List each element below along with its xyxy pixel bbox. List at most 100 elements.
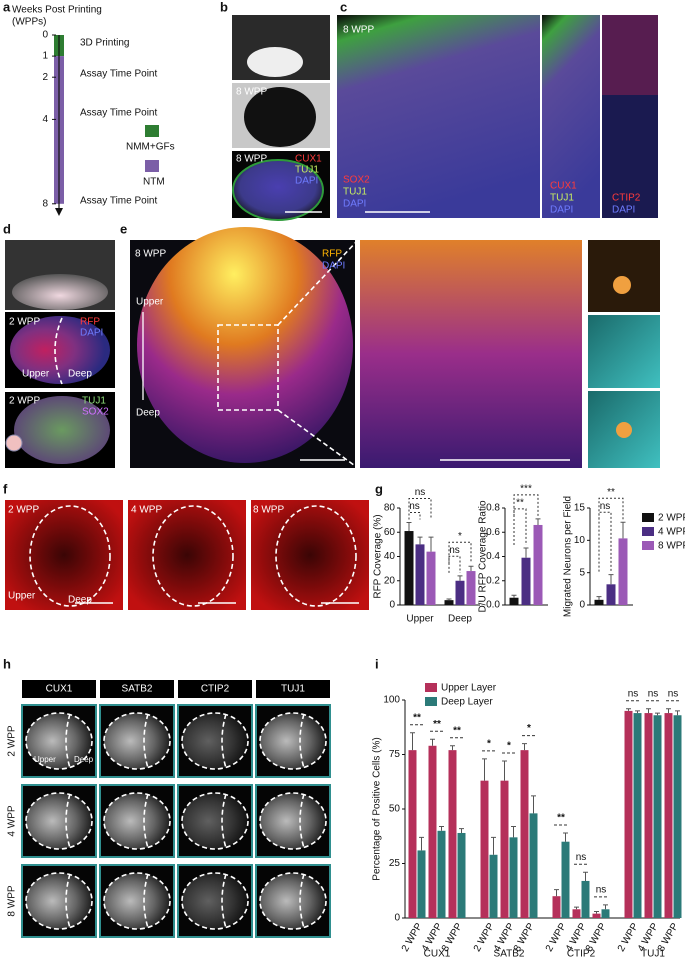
- error-bar: [457, 575, 463, 581]
- significance-label: ns: [409, 501, 420, 512]
- bar: [509, 597, 519, 605]
- significance-label: *: [487, 739, 491, 750]
- group-label: SATB2: [494, 949, 525, 960]
- region-boundary: [152, 505, 234, 607]
- stage-label: 8 WPP: [253, 505, 284, 516]
- bar: [601, 909, 610, 918]
- region-boundary: [299, 873, 305, 929]
- zoom-line: [277, 239, 359, 326]
- bar: [448, 750, 457, 918]
- stain-label: CUX1: [295, 154, 322, 165]
- stage-label: 2 WPP: [8, 505, 39, 516]
- y-tick-label: 20: [384, 575, 396, 586]
- region-label: Upper: [34, 755, 56, 764]
- tick-label: 8: [42, 198, 48, 209]
- legend-label: Upper Layer: [441, 683, 497, 694]
- region-boundary: [103, 712, 171, 770]
- y-tick-label: 10: [574, 535, 586, 546]
- region-boundary: [221, 873, 227, 929]
- zoom-line: [277, 409, 359, 469]
- region-label: Deep: [68, 369, 92, 380]
- tick-label: 2: [42, 72, 48, 83]
- micrograph: [588, 315, 660, 388]
- significance-bracket: [408, 512, 421, 520]
- y-tick-label: 15: [574, 503, 586, 514]
- y-axis-title: Percentage of Positive Cells (%): [372, 737, 383, 880]
- error-bar: [511, 825, 516, 838]
- significance-bracket: [408, 498, 432, 520]
- bar: [408, 750, 417, 918]
- error-bar: [419, 836, 424, 851]
- y-tick-label: 0: [579, 600, 585, 611]
- region-boundary: [221, 713, 227, 769]
- legend-label: Deep Layer: [441, 697, 493, 708]
- y-tick-label: 0: [394, 913, 400, 924]
- panel-label: e: [120, 221, 127, 236]
- region-boundary: [299, 793, 305, 849]
- region-boundary: [103, 792, 171, 850]
- y-axis-title: D/U RFP Coverage Ratio: [478, 500, 489, 613]
- error-bar: [646, 708, 651, 714]
- stain-label: TUJ1: [295, 165, 319, 176]
- stage-label: 8 WPP: [236, 154, 267, 165]
- region-boundary: [25, 712, 93, 770]
- significance-bracket: [598, 497, 624, 520]
- bar: [618, 538, 628, 605]
- bar: [624, 710, 633, 918]
- row-label: 4 WPP: [7, 805, 18, 836]
- error-bar: [626, 708, 631, 711]
- stain-label: TUJ1: [82, 396, 106, 407]
- stain-label: CTIP2: [612, 193, 641, 204]
- micrograph: [360, 240, 582, 468]
- panel-label: g: [375, 481, 383, 496]
- legend-label: 4 WPP: [658, 527, 685, 538]
- region-boundary: [25, 872, 93, 930]
- error-bar: [655, 712, 660, 716]
- error-bar: [563, 832, 568, 842]
- error-bar: [535, 518, 541, 525]
- photo: [244, 87, 316, 147]
- column-header: [100, 680, 174, 698]
- significance-label: **: [516, 498, 524, 509]
- micrograph: [232, 159, 324, 221]
- event-label: Assay Time Point: [80, 69, 157, 80]
- stage-label: 8 WPP: [236, 87, 267, 98]
- y-tick-label: 40: [384, 551, 396, 562]
- significance-label: **: [433, 719, 441, 730]
- micrograph: [26, 713, 92, 769]
- y-tick-label: 0.4: [486, 551, 500, 562]
- y-axis-title: RFP Coverage (%): [373, 514, 384, 598]
- micrograph: [137, 227, 353, 463]
- column-label: TUJ1: [281, 684, 305, 695]
- x-tick-label: Deep: [448, 614, 472, 625]
- error-bar: [417, 536, 423, 545]
- y-tick-label: 0.6: [486, 527, 500, 538]
- bar: [606, 584, 616, 605]
- bar: [428, 745, 437, 918]
- error-bar: [491, 836, 496, 855]
- significance-bracket: [513, 494, 539, 516]
- legend-swatch: [425, 697, 437, 706]
- bar: [480, 780, 489, 918]
- arrow-head: [55, 208, 63, 216]
- bar: [417, 850, 426, 918]
- legend-swatch: [642, 513, 654, 522]
- significance-label: **: [607, 487, 615, 498]
- y-tick-label: 0.8: [486, 503, 500, 514]
- error-bar: [468, 565, 474, 572]
- error-bar: [554, 889, 559, 897]
- region-boundary: [259, 872, 327, 930]
- micrograph: [128, 500, 246, 610]
- bar: [673, 715, 682, 918]
- bar: [404, 531, 414, 605]
- bar: [500, 780, 509, 918]
- error-bar: [430, 738, 435, 746]
- micrograph: [616, 422, 632, 438]
- legend-swatch: [425, 683, 437, 692]
- row-label: 2 WPP: [7, 725, 18, 756]
- error-bar: [608, 574, 614, 585]
- significance-label: *: [507, 741, 511, 752]
- region-boundary: [54, 317, 63, 385]
- region-boundary: [29, 505, 111, 607]
